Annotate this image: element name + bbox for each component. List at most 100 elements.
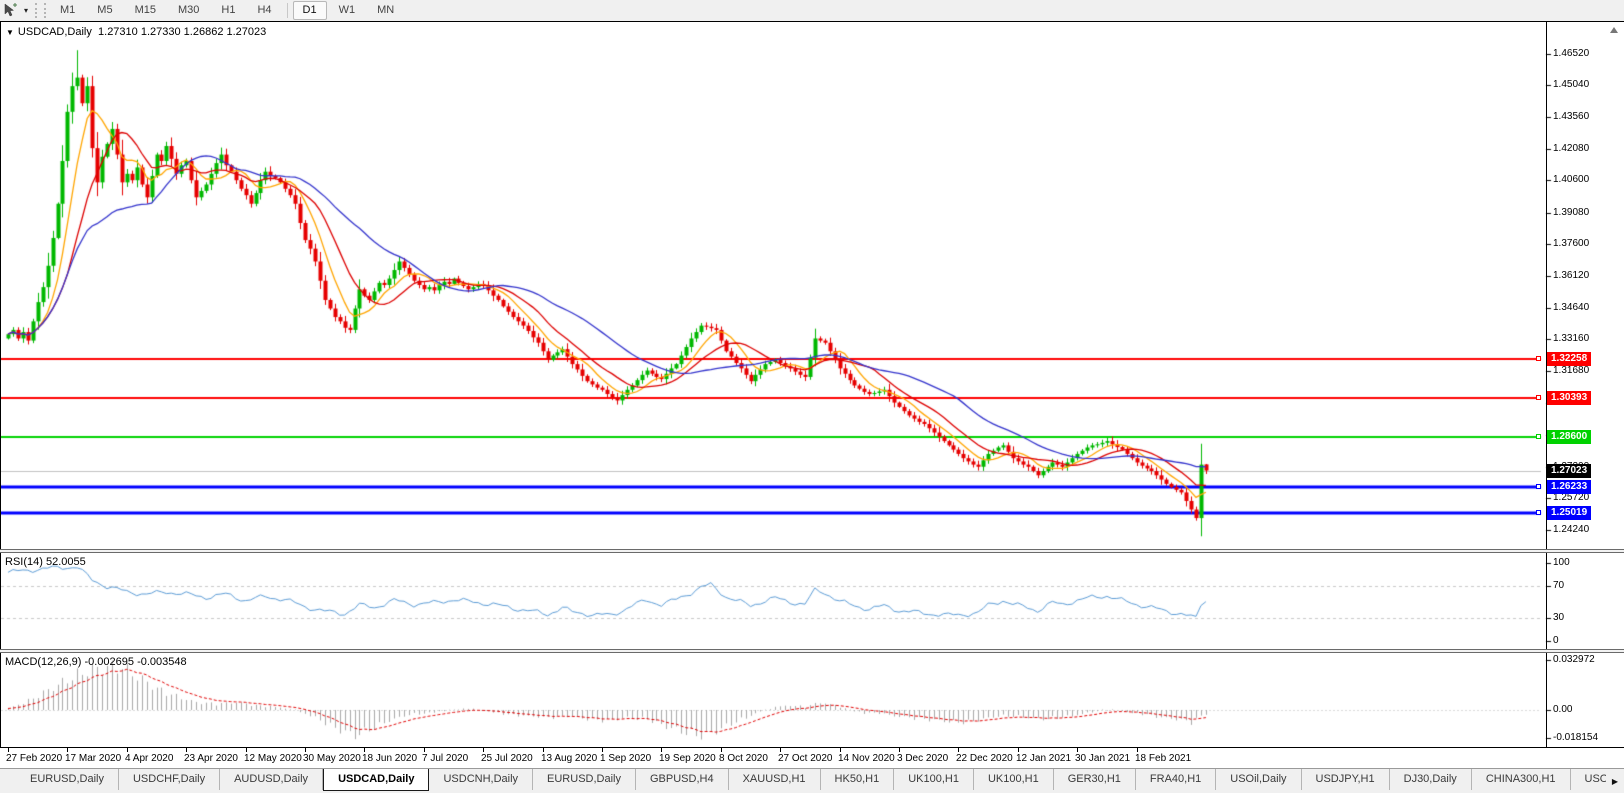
line-edge-marker[interactable] <box>1536 510 1541 516</box>
date-label: 30 May 2020 <box>303 753 361 764</box>
timeframe-buttons: M1 M5 M15 M30 H1 H4 D1 W1 MN <box>49 1 405 20</box>
price-line-tag: 1.28600 <box>1547 429 1592 444</box>
date-tick-mark <box>661 748 662 752</box>
date-tick-mark <box>364 748 365 752</box>
date-label: 27 Oct 2020 <box>778 753 833 764</box>
pane-splitter-rsi[interactable] <box>0 549 1624 553</box>
date-tick-mark <box>1137 748 1138 752</box>
timeframe-button-m1[interactable]: M1 <box>60 4 76 16</box>
tab-usdjpy-h1[interactable]: USDJPY,H1 <box>1302 769 1390 790</box>
ohlc-close: 1.27023 <box>226 26 267 38</box>
tab-scroll-right-button[interactable]: ▶ <box>1606 769 1624 793</box>
line-edge-marker[interactable] <box>1536 433 1541 439</box>
timeframe-button-mn[interactable]: MN <box>377 4 395 16</box>
chart-tab-bar: EURUSD,Daily USDCHF,Daily AUDUSD,Daily USDC… <box>0 768 1624 793</box>
ohlc-low: 1.26862 <box>183 26 224 38</box>
timeframe-button-m5[interactable]: M5 <box>97 4 113 16</box>
tab-dj30-daily[interactable]: DJ30,Daily <box>1390 769 1472 790</box>
date-label: 25 Jul 2020 <box>481 753 533 764</box>
date-tick-mark <box>721 748 722 752</box>
date-tick-mark <box>246 748 247 752</box>
price-tick-label: 1.37600 <box>1553 238 1590 250</box>
chart-top-border <box>0 21 1624 22</box>
price-line-tag: 1.26233 <box>1547 480 1592 495</box>
macd-axis-label: -0.018154 <box>1553 731 1599 743</box>
date-tick-mark <box>958 748 959 752</box>
chart-left-border <box>0 21 1 747</box>
tab-usdchf-daily[interactable]: USDCHF,Daily <box>119 769 221 790</box>
date-tick-mark <box>186 748 187 752</box>
price-tick-label: 1.33160 <box>1553 333 1590 345</box>
tab-gbpusd-h4[interactable]: GBPUSD,H4 <box>636 769 729 790</box>
macd-axis-label: 0.032972 <box>1553 654 1595 665</box>
toolbar-grip[interactable] <box>35 3 46 18</box>
date-label: 8 Oct 2020 <box>719 753 768 764</box>
price-line-tag: 1.32258 <box>1547 351 1592 366</box>
date-label: 30 Jan 2021 <box>1075 753 1131 764</box>
date-tick-mark <box>602 748 603 752</box>
date-tick-mark <box>543 748 544 752</box>
date-tick-mark <box>305 748 306 752</box>
date-label: 14 Nov 2020 <box>838 753 895 764</box>
date-tick-mark <box>1077 748 1078 752</box>
tab-fra40-h1[interactable]: FRA40,H1 <box>1136 769 1217 790</box>
price-chart-surface[interactable] <box>0 21 1624 747</box>
timeframe-button-m15[interactable]: M15 <box>134 4 156 16</box>
rsi-level-label: 70 <box>1553 580 1565 592</box>
current-price-tag: 1.27023 <box>1547 463 1592 478</box>
tab-uk100-h1[interactable]: UK100,H1 <box>974 769 1054 790</box>
price-tick-label: 1.43560 <box>1553 110 1590 122</box>
price-axis-separator <box>1546 21 1547 747</box>
macd-pane-label: MACD(12,26,9) -0.002695 -0.003548 <box>5 656 187 668</box>
date-tick-mark <box>483 748 484 752</box>
pane-splitter-macd[interactable] <box>0 649 1624 653</box>
date-label: 23 Apr 2020 <box>184 753 238 764</box>
date-label: 17 Mar 2020 <box>65 753 122 764</box>
tab-ger30-h1[interactable]: GER30,H1 <box>1054 769 1136 790</box>
price-tick-label: 1.40600 <box>1553 174 1590 186</box>
chart-title: ▼ USDCAD,Daily 1.27310 1.27330 1.26862 1.… <box>6 26 266 38</box>
date-label: 27 Feb 2020 <box>6 753 63 764</box>
price-line-tag: 1.25019 <box>1547 506 1592 521</box>
tab-eurusd-daily[interactable]: EURUSD,Daily <box>533 769 636 790</box>
date-tick-mark <box>67 748 68 752</box>
timeframe-button-d1[interactable]: D1 <box>292 1 327 20</box>
tab-xauusd-h1[interactable]: XAUUSD,H1 <box>729 769 821 790</box>
rsi-level-label: 100 <box>1553 557 1570 568</box>
timeframe-button-m30[interactable]: M30 <box>177 4 200 16</box>
tool-dropdown-caret-icon[interactable]: ▾ <box>23 6 28 15</box>
collapse-chart-icon[interactable]: ▼ <box>6 28 14 37</box>
line-edge-marker[interactable] <box>1536 355 1541 361</box>
line-edge-marker[interactable] <box>1536 484 1541 490</box>
ohlc-high: 1.27330 <box>140 26 181 38</box>
tab-china300-h1[interactable]: CHINA300,H1 <box>1472 769 1571 790</box>
line-edge-marker[interactable] <box>1536 395 1541 401</box>
tab-eurusd-daily[interactable]: EURUSD,Daily <box>16 769 119 790</box>
toolbar-separator <box>286 3 288 18</box>
tab-usoil-daily[interactable]: USOil,Daily <box>1216 769 1302 790</box>
timeframe-button-w1[interactable]: W1 <box>338 4 356 16</box>
date-label: 18 Feb 2021 <box>1135 753 1192 764</box>
date-axis[interactable]: 27 Feb 2020 17 Mar 2020 4 Apr 2020 23 Apr 2… <box>0 747 1624 768</box>
date-label: 19 Sep 2020 <box>659 753 716 764</box>
timeframe-button-h1[interactable]: H1 <box>221 4 236 16</box>
price-tick-label: 1.42080 <box>1553 142 1590 154</box>
date-tick-mark <box>8 748 9 752</box>
crosshair-tool-icon[interactable] <box>0 2 20 19</box>
tab-usdcad-daily[interactable]: USDCAD,Daily <box>323 769 430 791</box>
price-tick-label: 1.24240 <box>1553 524 1590 536</box>
date-label: 22 Dec 2020 <box>956 753 1013 764</box>
tab-audusd-daily[interactable]: AUDUSD,Daily <box>220 769 324 790</box>
axis-scroll-up-icon[interactable] <box>1610 27 1618 33</box>
tab-usdcnh-daily[interactable]: USDCNH,Daily <box>429 769 534 790</box>
ohlc-open: 1.27310 <box>98 26 138 38</box>
date-label: 13 Aug 2020 <box>541 753 598 764</box>
date-tick-mark <box>424 748 425 752</box>
date-label: 4 Apr 2020 <box>125 753 174 764</box>
symbol-timeframe-label: USDCAD,Daily <box>17 26 92 38</box>
tab-uk100-h1[interactable]: UK100,H1 <box>894 769 974 790</box>
timeframe-button-h4[interactable]: H4 <box>257 4 272 16</box>
date-label: 1 Sep 2020 <box>600 753 652 764</box>
rsi-level-label: 0 <box>1553 635 1559 646</box>
tab-hk50-h1[interactable]: HK50,H1 <box>821 769 895 790</box>
